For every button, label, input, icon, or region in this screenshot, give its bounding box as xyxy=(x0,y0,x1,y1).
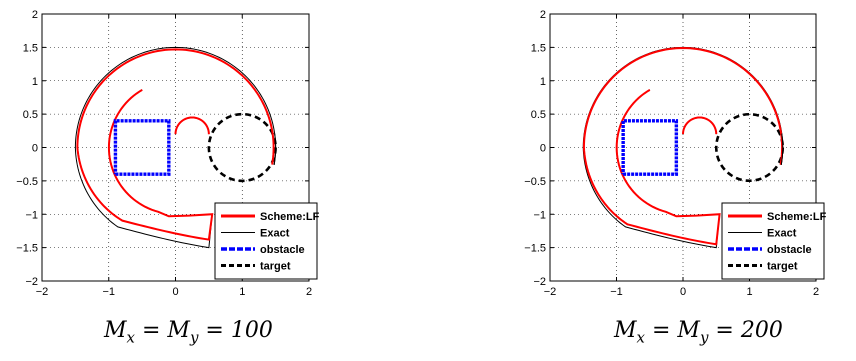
y-tick-label: 2 xyxy=(32,9,38,21)
legend-label: target xyxy=(260,261,291,273)
caption-left: Mx = My = 100 xyxy=(104,318,273,346)
x-tick-label: −2 xyxy=(36,286,49,298)
y-tick-label: 0 xyxy=(32,143,38,155)
obstacle-square xyxy=(113,119,171,176)
y-tick-label: −2 xyxy=(533,276,546,288)
scheme-curve xyxy=(582,47,784,246)
y-tick-label: 2 xyxy=(540,9,546,21)
caption-right: Mx = My = 200 xyxy=(614,318,783,346)
legend-label: Scheme:LF xyxy=(767,211,827,223)
x-tick-label: 2 xyxy=(306,286,312,298)
scheme-lobe xyxy=(682,116,718,135)
legend-label: Exact xyxy=(260,228,290,240)
scheme-lobe xyxy=(174,116,210,135)
x-tick-label: 1 xyxy=(239,286,245,298)
caption-right-text: Mx = My = 200 xyxy=(614,318,783,347)
plot-right: −2 −1 0 1 2 −2 −1.5 −1 −0.5 0 0.5 1 1.5 2 Scheme:LF Exa… xyxy=(524,9,826,298)
y-tick-label: −1 xyxy=(533,209,546,221)
exact-curve-overlay xyxy=(780,133,784,165)
x-tick-label: 0 xyxy=(172,286,178,298)
exact-curve-overlay xyxy=(273,133,277,165)
y-tick-label: −1 xyxy=(25,209,38,221)
y-tick-label: 1.5 xyxy=(23,42,38,54)
obstacle-square xyxy=(621,119,679,176)
x-tick-label: 2 xyxy=(813,286,819,298)
caption-left-text: Mx = My = 100 xyxy=(104,318,273,347)
y-tick-label: −2 xyxy=(25,276,38,288)
y-tick-label: −1.5 xyxy=(16,243,38,255)
y-tick-label: 1 xyxy=(32,76,38,88)
y-tick-label: 0.5 xyxy=(531,109,546,121)
x-tick-label: −1 xyxy=(102,286,115,298)
y-tick-label: 0 xyxy=(540,143,546,155)
plot-left: −2 −1 0 1 2 −2 −1.5 −1 −0.5 0 0.5 1 1.5 2 Scheme:LF Exa… xyxy=(16,9,319,298)
legend-label: target xyxy=(767,261,798,273)
legend-label: obstacle xyxy=(260,244,305,256)
y-tick-label: 1 xyxy=(540,76,546,88)
legend: Scheme:LF Exact obstacle target xyxy=(214,202,320,280)
scheme-curve xyxy=(76,48,275,241)
legend: Scheme:LF Exact obstacle target xyxy=(721,202,827,280)
y-tick-label: 1.5 xyxy=(531,42,546,54)
legend-label: obstacle xyxy=(767,244,812,256)
plot-area xyxy=(74,46,277,249)
y-tick-label: −0.5 xyxy=(16,176,38,188)
x-tick-label: −2 xyxy=(544,286,557,298)
x-tick-label: −1 xyxy=(610,286,623,298)
plot-area xyxy=(582,46,785,249)
y-tick-label: 0.5 xyxy=(23,109,38,121)
legend-label: Exact xyxy=(767,228,797,240)
x-tick-label: 0 xyxy=(680,286,686,298)
legend-label: Scheme:LF xyxy=(260,211,320,223)
x-tick-label: 1 xyxy=(746,286,752,298)
y-tick-label: −0.5 xyxy=(524,176,546,188)
y-tick-label: −1.5 xyxy=(524,243,546,255)
